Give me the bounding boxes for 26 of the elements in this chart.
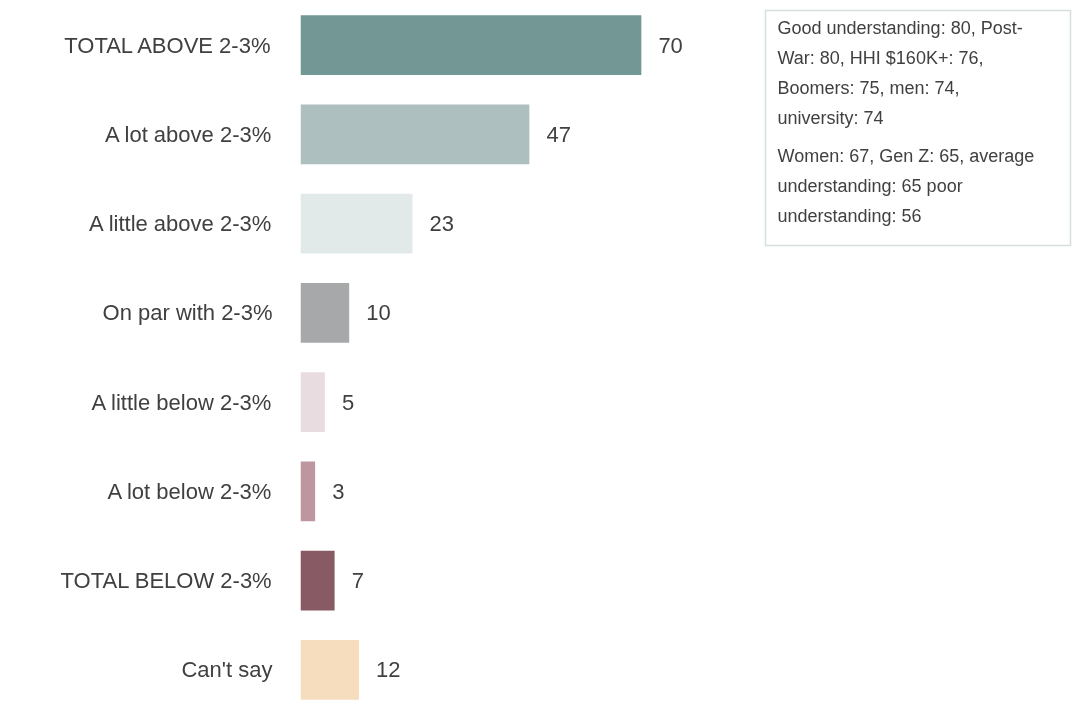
y-tick-label: TOTAL BELOW 2-3% (60, 568, 272, 594)
y-tick-label: Can't say (181, 657, 273, 683)
data-label: 10 (366, 300, 391, 326)
bar (300, 461, 316, 522)
y-tick-label: A lot below 2-3% (107, 478, 272, 504)
data-label: 12 (375, 657, 401, 683)
data-label: 70 (658, 32, 683, 58)
bar (300, 639, 359, 700)
y-tick-label: TOTAL ABOVE 2-3% (64, 32, 271, 58)
y-tick-label: A lot above 2-3% (104, 121, 272, 147)
bar (300, 104, 530, 165)
data-label: 47 (546, 121, 571, 147)
y-tick-label: A little above 2-3% (89, 211, 272, 237)
y-tick-label: On par with 2-3% (102, 300, 273, 326)
data-label: 5 (341, 389, 355, 415)
bar (300, 193, 413, 254)
text: Good understanding: 80, Post-War: 80, HHI $160K+: 76, Boomers: 75, men: 74, university: 74 (777, 18, 1023, 129)
bar (300, 15, 642, 76)
y-tick-label: A little below 2-3% (91, 389, 272, 415)
text: Women: 67, Gen Z: 65, average understanding: 65 poor understanding: 56 (777, 146, 1035, 227)
bar (300, 372, 325, 433)
data-label: 3 (332, 478, 345, 504)
data-label: 7 (351, 568, 364, 594)
data-label: 23 (429, 211, 455, 237)
bar (300, 550, 335, 611)
bar (300, 282, 350, 343)
